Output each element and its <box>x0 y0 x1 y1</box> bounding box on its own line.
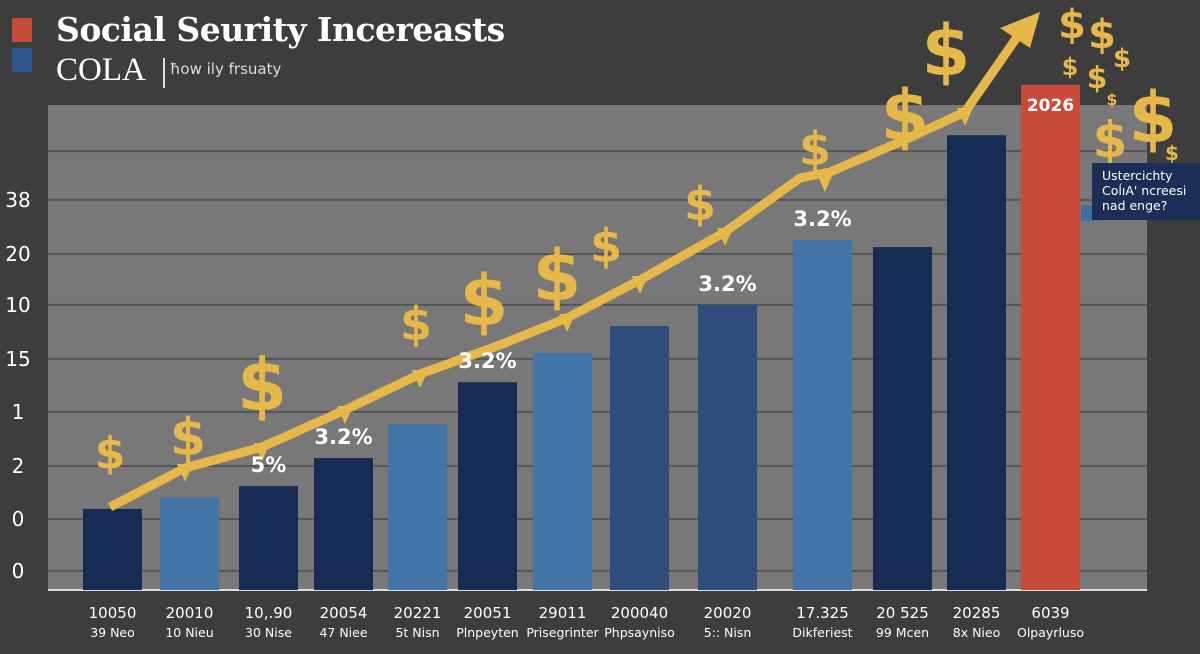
data-label: 2026 <box>1027 96 1074 116</box>
y-tick-label: 0 <box>12 559 25 583</box>
bar <box>533 353 592 590</box>
red-marker <box>12 18 32 42</box>
legend-line: Ustercichty <box>1102 168 1173 183</box>
bar <box>793 240 852 590</box>
x-tick-sublabel: 8x Nieo <box>953 625 1001 640</box>
arrow-marker-icon <box>717 228 733 246</box>
x-tick-label: 29011 <box>539 604 587 622</box>
legend: Ustercichty CoĺıA' ncreesi nad enge? <box>1092 163 1200 220</box>
data-label: 3.2% <box>458 349 516 373</box>
y-tick-label: 2 <box>12 454 25 478</box>
x-tick-sublabel: Prisegrinter <box>526 625 599 640</box>
x-tick-label: 6039 <box>1031 604 1069 622</box>
tagline: ħow ily frsuatу <box>170 60 282 78</box>
x-tick-sublabel: 5t Nisn <box>395 625 439 640</box>
dollar-sign-icon: $ <box>1058 2 1086 48</box>
dollar-sign-icon: $ <box>1062 53 1079 81</box>
dollar-sign-icon: $ <box>1113 44 1131 74</box>
x-tick-sublabel: 47 Niee <box>319 625 367 640</box>
arrow-marker-icon <box>559 314 575 332</box>
dollar-sign-icon: $ <box>460 260 509 342</box>
bar <box>698 304 757 590</box>
dollar-sign-icon: $ <box>684 177 716 231</box>
x-tick-sublabel: 5:: Nisn <box>704 625 752 640</box>
x-tick-sublabel: 10 Nieu <box>165 625 213 640</box>
arrow-marker-icon <box>177 464 193 482</box>
dollar-sign-icon: $ <box>1106 90 1117 109</box>
arrow-marker-icon <box>817 174 833 192</box>
x-tick-sublabel: 99 Mсen <box>876 625 929 640</box>
data-label: 3.2% <box>314 425 372 449</box>
blue-marker <box>12 48 32 72</box>
legend-line: CoĺıA' ncreesi <box>1102 183 1187 198</box>
chart-title: Social Seurity Incereasts <box>56 10 505 49</box>
x-tick-label: 20221 <box>394 604 442 622</box>
bar <box>1021 84 1080 591</box>
data-label: 3.2% <box>793 207 851 231</box>
trend-arrow-head-icon <box>1000 12 1040 48</box>
trend-arrow-line <box>107 27 1026 511</box>
x-tick-label: 20051 <box>464 604 512 622</box>
data-label: 3.2% <box>698 272 756 296</box>
bar <box>314 458 373 590</box>
y-tick-label: 20 <box>5 242 30 266</box>
bar <box>947 135 1006 590</box>
dollar-sign-icon: $ <box>237 343 287 427</box>
x-tick-sublabel: Phpsayniso <box>604 625 675 640</box>
dollar-sign-icon: $ <box>400 297 432 351</box>
dollar-sign-icon: $ <box>881 75 930 157</box>
dollar-sign-icon: $ <box>95 428 126 479</box>
bar <box>239 486 298 590</box>
x-tick-sublabel: Dikferiest <box>792 625 852 640</box>
dollar-sign-icon: $ <box>1088 12 1116 58</box>
chart-subtitle: COLA <box>56 52 146 88</box>
bar <box>458 382 517 590</box>
dollar-sign-icon: $ <box>922 10 971 92</box>
x-tick-label: 10,.90 <box>245 604 293 622</box>
dollar-sign-icon: $ <box>1093 111 1128 169</box>
x-tick-label: 20054 <box>320 604 368 622</box>
bar <box>610 326 669 590</box>
x-tick-label: 17.325 <box>796 604 849 622</box>
x-tick-label: 10050 <box>89 604 137 622</box>
y-tick-label: 0 <box>12 507 25 531</box>
arrow-marker-icon <box>254 443 270 461</box>
dollar-sign-icon: $ <box>1165 141 1179 165</box>
arrow-marker-icon <box>632 276 648 294</box>
x-tick-label: 20 525 <box>876 604 929 622</box>
x-tick-sublabel: Plnpeyten <box>456 625 518 640</box>
bar <box>873 247 932 591</box>
bar <box>83 508 142 590</box>
dollar-sign-icon: $ <box>533 235 582 317</box>
y-tick-label: 38 <box>5 188 30 212</box>
y-tick-label: 1 <box>12 400 25 424</box>
x-tick-label: 20020 <box>704 604 752 622</box>
x-tick-sublabel: 30 Nise <box>245 625 292 640</box>
arrow-marker-icon <box>337 406 353 424</box>
dollar-sign-icon: $ <box>799 122 831 176</box>
arrow-marker-icon <box>957 108 973 126</box>
x-tick-sublabel: Olpayrluso <box>1017 625 1084 640</box>
dollar-sign-icon: $ <box>1087 61 1108 96</box>
y-tick-label: 10 <box>5 293 30 317</box>
x-tick-label: 20010 <box>166 604 214 622</box>
dollar-sign-icon: $ <box>1129 77 1178 159</box>
bar <box>160 497 219 590</box>
bar <box>388 424 447 590</box>
x-tick-label: 20285 <box>953 604 1001 622</box>
y-tick-label: 15 <box>5 347 30 371</box>
dollar-sign-icon: $ <box>590 219 622 273</box>
separator <box>163 58 165 88</box>
legend-line: nad enge? <box>1102 198 1168 213</box>
x-tick-label: 200040 <box>611 604 668 622</box>
x-tick-sublabel: 39 Neo <box>90 625 135 640</box>
data-label: 5% <box>251 453 287 477</box>
arrow-marker-icon <box>412 370 428 388</box>
dollar-sign-icon: $ <box>170 408 206 468</box>
